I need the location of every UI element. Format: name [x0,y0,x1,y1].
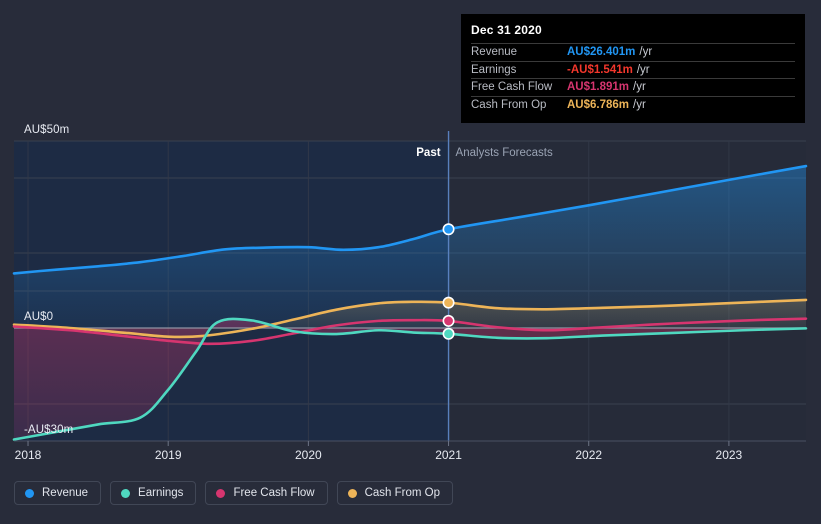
tooltip-row-label: Cash From Op [471,98,547,111]
tooltip-row-label: Revenue [471,46,518,59]
y-axis-label-zero: AU$0 [24,311,54,323]
past-label: Past [416,147,441,159]
series-line-cash-from-op [12,298,808,339]
tooltip-row-value: AU$1.891m [567,81,630,94]
tooltip-title: Dec 31 2020 [471,23,542,37]
legend-item-label: Revenue [42,487,89,499]
tooltip-rows: Revenue AU$26.401m/yr Earnings -AU$1.541m/y… [471,43,795,113]
revenue-area [14,166,806,328]
tooltip-row: Earnings -AU$1.541m/yr [471,60,795,79]
x-axis-label-2019: 2019 [154,448,182,462]
tooltip-row-unit: /yr [633,81,646,94]
legend-item-label: Earnings [138,487,184,499]
tooltip-row-value: AU$6.786m [567,98,630,111]
y-axis-label-bottom: -AU$30m [24,424,74,436]
tooltip-row-label: Free Cash Flow [471,81,553,94]
x-axis-label-2020: 2020 [295,448,322,462]
legend-color-dot-icon [25,488,34,498]
legend-item-cash-from-op[interactable]: Cash From Op [336,481,454,505]
series-line-free-cash-flow [12,317,808,346]
x-axis-label-2021: 2021 [435,448,462,462]
legend-color-dot-icon [121,488,131,498]
legend-item-label: Cash From Op [364,487,441,499]
tooltip-row: Free Cash Flow AU$1.891m/yr [471,78,795,96]
y-axis-label-top: AU$50m [24,124,70,136]
tooltip-row-unit: /yr [639,46,653,59]
marker-dot-earnings[interactable] [442,327,455,340]
x-axis-label-2022: 2022 [575,448,603,462]
tooltip-row: Revenue AU$26.401m/yr [471,43,795,61]
x-axis-label-2023: 2023 [715,448,743,462]
legend-color-dot-icon [347,488,357,498]
marker-dot-revenue[interactable] [442,223,455,236]
tooltip-row-value: AU$26.401m [567,46,636,59]
legend-item-free-cash-flow[interactable]: Free Cash Flow [205,481,328,505]
legend-color-dot-icon [216,488,226,498]
marker-dot-free-cash-flow[interactable] [442,314,455,327]
legend-item-label: Free Cash Flow [233,487,315,499]
chart-legend: Revenue Earnings Free Cash Flow Cash From O… [14,481,454,505]
tooltip-row-label: Earnings [471,63,517,76]
tooltip-row-unit: /yr [636,63,650,76]
x-axis-label-2018: 2018 [14,448,42,462]
data-tooltip: Dec 31 2020 Revenue AU$26.401m/yr Earnings… [461,14,805,123]
legend-item-earnings[interactable]: Earnings [110,481,197,505]
marker-dot-cash-from-op[interactable] [442,296,455,309]
series-line-earnings [12,317,808,441]
tooltip-row-unit: /yr [633,98,646,111]
tooltip-row-value: -AU$1.541m [567,63,633,76]
series-line-revenue [12,164,808,275]
tooltip-row: Cash From Op AU$6.786m/yr [471,95,795,114]
legend-item-revenue[interactable]: Revenue [14,481,102,505]
analysts-forecasts-label: Analysts Forecasts [455,147,553,159]
